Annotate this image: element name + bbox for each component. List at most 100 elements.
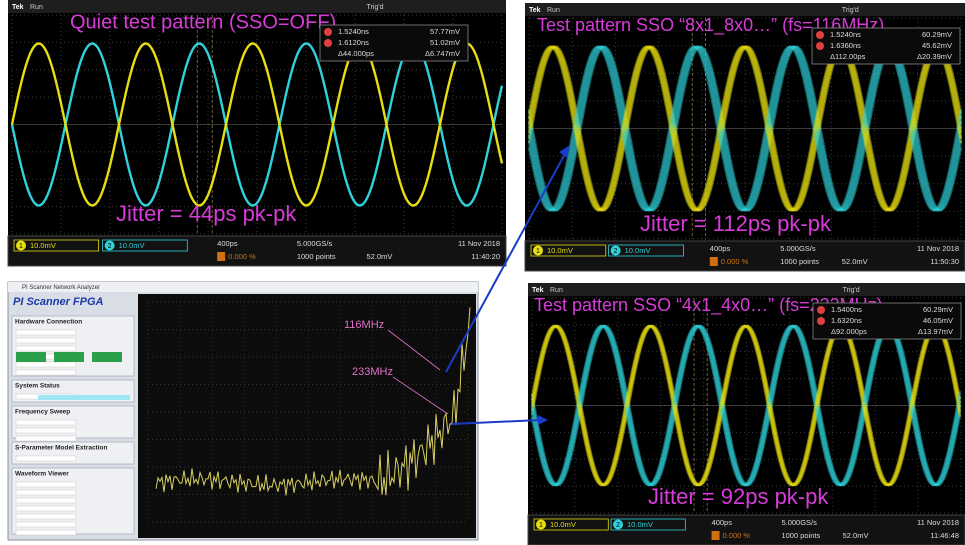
hardware-icon [16,352,46,362]
percent-badge [710,257,718,266]
readout-value: Δ112.00ps [830,52,866,61]
cursor-marker [817,306,825,314]
ch1-id: 1 [19,243,23,250]
run-state: Run [547,7,560,14]
readout-value: 1.6320ns [831,316,862,325]
brand: Tek [532,287,544,294]
field [16,362,76,367]
percent: 0.000 % [228,252,256,261]
ch2-scale: 10.0mV [627,520,653,529]
readout-box: 1.5400ns 60.29mV 1.6320ns 46.05mV Δ92.000ps Δ… [813,303,961,339]
section-header: Waveform Viewer [15,471,69,478]
readout-box: 1.5240ns 60.29mV 1.6360ns 45.62mV Δ112.00ps Δ… [812,28,960,64]
cursor-marker [816,31,824,39]
ch2-id: 2 [108,243,112,250]
jitter-label: Jitter = 112ps pk-pk [640,211,832,236]
readout-value: 1.6360ns [830,41,861,50]
field [16,498,76,503]
timebase: 400ps [710,244,731,253]
trigger-state: Trig'd [843,287,860,294]
field [16,530,76,535]
scanner-window: PI Scanner Network Analyzer PI Scanner FP… [8,282,478,540]
ch2-id: 2 [616,522,620,529]
readout-value: 57.77mV [430,27,460,36]
date: 11 Nov 2018 [917,244,959,253]
brand: Tek [12,4,24,11]
hardware-icon [54,352,84,362]
panel-title: Quiet test pattern (SSO=OFF) [70,11,336,33]
trigger-state: Trig'd [842,7,859,14]
cursor-marker [324,39,332,47]
record-length: 1000 points [297,252,336,261]
time: 11:50:30 [930,257,959,266]
readout-value: 60.29mV [922,30,952,39]
ch1-scale: 10.0mV [30,241,56,250]
readout-value: Δ6.747mV [425,49,460,58]
timebase: 400ps [712,518,733,527]
run-state: Run [30,4,43,11]
sample-rate: 5.000GS/s [781,518,817,527]
ch1-id: 1 [539,522,543,529]
readout-value: 1.5240ns [830,30,861,39]
brand: Tek [529,7,541,14]
field [16,482,76,487]
field [16,338,76,343]
ch2-scale: 10.0mV [119,241,145,250]
percent-badge [712,531,720,540]
hardware-icon [92,352,122,362]
sample-rate: 5.000GS/s [297,239,333,248]
app-title: PI Scanner FPGA [13,296,104,308]
section-header: System Status [15,383,60,390]
time: 11:40:20 [471,252,500,261]
field [16,514,76,519]
percent: 0.000 % [721,257,749,266]
jitter-label: Jitter = 92ps pk-pk [648,484,829,509]
jitter-label: Jitter = 44ps pk-pk [116,201,297,226]
ch2-id: 2 [614,248,618,255]
scope-panel: Tek Run Trig'd Quiet test pattern (SSO=OFF)… [8,0,506,266]
status-field [38,395,130,400]
time: 11:46:48 [930,531,959,540]
field [16,370,76,375]
ch2-scale: 10.0mV [625,246,651,255]
scope-panel: TekRunTrig'dTest pattern SSO “8x1_8x0…” … [525,3,965,271]
scope-panel: TekRunTrig'dTest pattern SSO “4x1_4x0…” … [528,283,965,545]
date: 11 Nov 2018 [458,239,500,248]
trigger-level: 52.0mV [842,257,868,266]
plot-area [138,294,476,538]
percent-badge [217,252,225,261]
readout-value: Δ20.39mV [917,52,952,61]
field [16,420,76,425]
cursor-marker [817,317,825,325]
readout-value: 60.29mV [923,305,953,314]
section-header: S-Parameter Model Extraction [15,445,108,452]
cursor-marker [324,28,332,36]
field [16,330,76,335]
section-header: Frequency Sweep [15,409,70,416]
field [16,490,76,495]
readout-value: Δ13.97mV [918,327,953,336]
readout-value: 1.5240ns [338,27,369,36]
readout-value: 46.05mV [923,316,953,325]
trigger-level: 52.0mV [367,252,393,261]
field [16,436,76,441]
readout-value: Δ92.000ps [831,327,867,336]
field [16,456,76,461]
readout-value: 45.62mV [922,41,952,50]
ch1-scale: 10.0mV [547,246,573,255]
record-length: 1000 points [781,531,820,540]
ch1-scale: 10.0mV [550,520,576,529]
screenshot: Tek Run Trig'd Quiet test pattern (SSO=OFF)… [0,0,965,545]
field [16,522,76,527]
marker-label: 233MHz [352,366,393,378]
percent: 0.000 % [723,531,751,540]
field [16,428,76,433]
readout-value: 1.5400ns [831,305,862,314]
sample-rate: 5.000GS/s [780,244,816,253]
marker-label: 116MHz [344,319,384,331]
trigger-state: Trig'd [367,4,384,11]
field [16,346,76,351]
readout-value: 51.02mV [430,38,460,47]
window-title: PI Scanner Network Analyzer [22,285,100,291]
